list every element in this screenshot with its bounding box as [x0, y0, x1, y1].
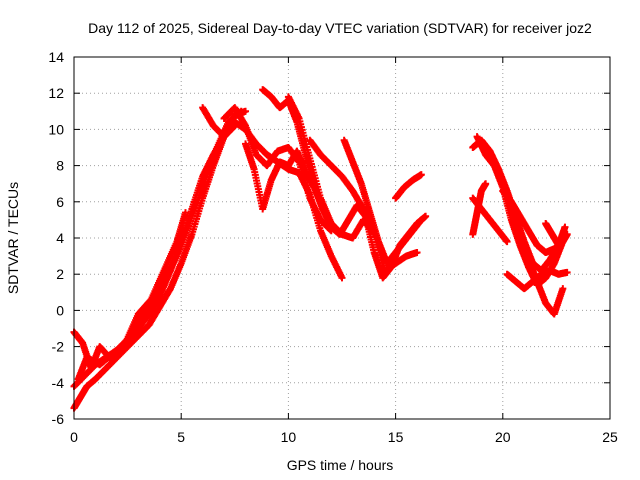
x-tick-label: 25: [602, 429, 618, 445]
data-point: [561, 223, 569, 231]
points-layer: [70, 86, 571, 412]
series-track-12: [392, 171, 425, 202]
y-tick-label: -4: [52, 375, 65, 391]
data-point: [503, 238, 511, 246]
series-track-20: [542, 220, 569, 249]
x-tick-label: 20: [495, 429, 511, 445]
chart-title: Day 112 of 2025, Sidereal Day-to-day VTE…: [88, 20, 592, 36]
ticks-layer: 0 5 10 15 20 25 -6 -4 -2 0 2 4 6 8 10 12 14: [48, 49, 618, 445]
data-point: [413, 248, 421, 256]
series-track-18: [503, 267, 571, 293]
y-tick-label: 6: [56, 194, 64, 210]
data-point: [559, 285, 567, 293]
y-tick-label: 4: [56, 230, 64, 246]
data-point: [422, 212, 430, 220]
data-point: [417, 216, 425, 224]
x-tick-label: 5: [177, 429, 185, 445]
x-axis-label: GPS time / hours: [287, 457, 394, 473]
y-axis-label: SDTVAR / TECUs: [5, 182, 21, 294]
data-point: [563, 268, 571, 276]
y-tick-label: 12: [48, 85, 64, 101]
series-track-4: [74, 209, 189, 383]
series-track-3: [70, 107, 245, 372]
plot-frame: [73, 56, 611, 420]
series-track-15: [469, 194, 511, 246]
data-point: [181, 209, 189, 217]
x-tick-label: 0: [70, 429, 78, 445]
y-tick-label: -6: [52, 411, 65, 427]
series-track-7: [242, 140, 335, 228]
x-tick-label: 10: [281, 429, 297, 445]
y-tick-label: 0: [56, 302, 64, 318]
data-point: [482, 180, 490, 188]
y-tick-label: 10: [48, 121, 64, 137]
y-tick-label: 8: [56, 158, 64, 174]
series-track-19: [469, 180, 490, 238]
data-point: [338, 274, 346, 282]
y-tick-label: 2: [56, 266, 64, 282]
series-track-11: [340, 136, 425, 267]
x-tick-label: 15: [388, 429, 404, 445]
series-track-5: [199, 104, 346, 282]
y-tick-label: -2: [52, 339, 65, 355]
y-tick-label: 14: [48, 49, 64, 65]
series-track-10: [306, 136, 378, 235]
data-point: [417, 171, 425, 179]
